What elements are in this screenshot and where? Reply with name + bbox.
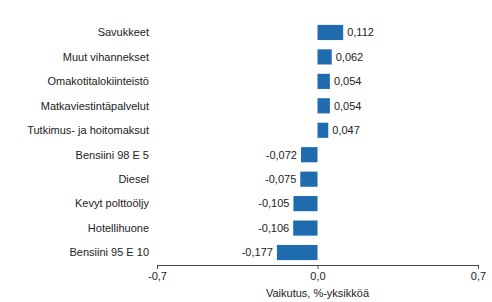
tick-label: 0,0 [310,270,325,282]
data-label: 0,112 [347,26,374,38]
category-labels: Savukkeet Muut vihannekset Omakotitalokiin… [27,26,149,258]
category-label: Savukkeet [98,26,149,38]
tick-mark [157,265,158,269]
data-label: -0,177 [242,246,273,258]
category-label: Muut vihannekset [63,51,149,63]
bar [318,49,332,64]
data-label: 0,054 [334,75,362,87]
category-label: Hotellihuone [88,222,149,234]
category-label: Matkaviestintäpalvelut [41,100,149,112]
data-labels: 0,112 0,062 0,054 0,054 0,047 -0,072 -0,075 -0,… [242,26,374,258]
category-label: Diesel [118,173,149,185]
data-label: -0,105 [258,197,289,209]
data-label: -0,072 [266,149,297,161]
bar [300,172,317,187]
category-label: Omakotitalokiinteistö [48,75,150,87]
bar [301,147,318,162]
category-label: Tutkimus- ja hoitomaksut [27,124,149,136]
data-label: 0,047 [332,124,360,136]
x-axis: -0,7 0,0 0,7 [148,265,486,282]
tick: -0,7 [148,265,167,282]
bar [318,98,330,113]
bar [293,220,317,235]
data-label: -0,075 [265,173,296,185]
axis-line [158,266,479,270]
tick-mark [318,265,319,269]
axis-title: Vaikutus, %-yksikköä [266,287,370,299]
bar [318,123,329,138]
category-label: Kevyt polttoöljy [75,197,149,209]
bar [318,25,344,40]
tick: 0,0 [310,265,325,282]
category-label: Bensiini 95 E 10 [70,246,150,258]
tick-mark [478,265,479,269]
bar [293,196,317,211]
category-label: Bensiini 98 E 5 [76,149,149,161]
plot: Savukkeet Muut vihannekset Omakotitalokiin… [27,25,486,299]
bar [277,245,318,260]
bar [318,74,330,89]
data-label: 0,054 [334,100,362,112]
data-label: -0,106 [258,222,289,234]
tick: 0,7 [471,265,486,282]
data-label: 0,062 [336,51,364,63]
chart: Savukkeet Muut vihannekset Omakotitalokiin… [0,0,492,302]
tick-label: -0,7 [148,270,167,282]
tick-label: 0,7 [471,270,486,282]
